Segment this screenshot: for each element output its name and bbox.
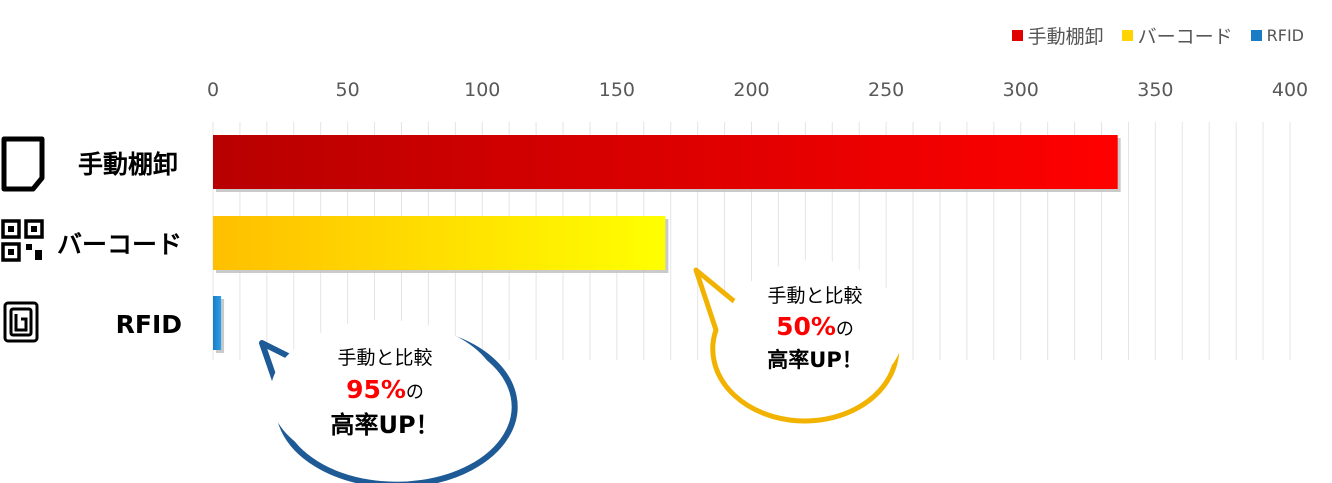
callout-barcode-line2: 50%の xyxy=(776,312,854,341)
x-tick-label: 200 xyxy=(733,79,769,101)
x-tick-label: 150 xyxy=(599,79,635,101)
legend-swatch-manual xyxy=(1011,30,1023,41)
x-tick-label: 400 xyxy=(1272,79,1308,101)
tablet-icon xyxy=(1,136,45,192)
legend-label-barcode: バーコード xyxy=(1137,26,1233,48)
callout-rfid: 手動と比較 95%の 高率UP！ xyxy=(259,320,518,483)
callout-rfid-percent: 95% xyxy=(346,375,406,404)
x-tick-label: 300 xyxy=(1003,79,1039,101)
x-tick-label: 50 xyxy=(336,79,360,101)
x-tick-label: 350 xyxy=(1137,79,1173,101)
legend-label-manual: 手動棚卸 xyxy=(1027,26,1104,48)
category-label-rfid: RFID xyxy=(116,310,182,339)
legend-item-barcode: バーコード xyxy=(1121,22,1233,49)
callout-barcode-percent: 50% xyxy=(776,312,836,341)
category-label-manual: 手動棚卸 xyxy=(78,150,178,179)
legend-label-rfid: RFID xyxy=(1266,26,1304,45)
callout-rfid-line2: 95%の xyxy=(346,375,424,404)
qr-code-icon xyxy=(1,219,44,262)
callout-barcode-suffix: の xyxy=(836,319,854,340)
x-tick-label: 250 xyxy=(868,79,904,101)
bar-manual xyxy=(213,135,1118,189)
legend-swatch-barcode xyxy=(1121,30,1133,41)
chart-legend: 手動棚卸 バーコード RFID xyxy=(1011,22,1304,49)
callout-rfid-suffix: の xyxy=(406,382,424,403)
legend-item-rfid: RFID xyxy=(1250,26,1304,45)
x-axis-ticks: 0 50 100 150 200 250 300 350 400 xyxy=(207,79,1308,101)
callout-rfid-line1: 手動と比較 xyxy=(337,347,432,369)
callout-barcode-line3: 高率UP！ xyxy=(767,348,862,372)
rfid-tag-icon xyxy=(3,301,39,343)
bar-rfid xyxy=(213,296,222,350)
legend-swatch-rfid xyxy=(1250,30,1262,41)
category-label-barcode: バーコード xyxy=(57,230,182,259)
bar-barcode xyxy=(213,216,666,270)
x-tick-label: 100 xyxy=(464,79,500,101)
callout-rfid-line3: 高率UP！ xyxy=(330,411,439,439)
x-tick-label: 0 xyxy=(207,79,219,101)
callout-barcode: 手動と比較 50%の 高率UP！ xyxy=(693,260,904,424)
legend-item-manual: 手動棚卸 xyxy=(1011,22,1104,49)
callout-barcode-line1: 手動と比較 xyxy=(767,285,862,307)
bars xyxy=(213,135,1121,353)
